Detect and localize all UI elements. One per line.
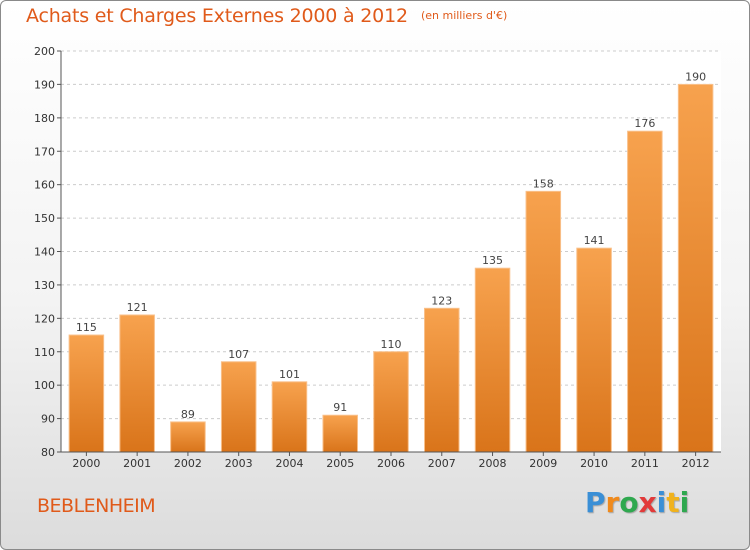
x-tick-label: 2011: [631, 457, 659, 470]
bar-value-label: 176: [634, 117, 655, 130]
y-tick-label: 180: [34, 112, 55, 125]
bar-value-label: 141: [584, 234, 605, 247]
axis-layer: 80 90 100 110 120 130 140 150 160 170 180 190 200 200…: [34, 45, 721, 470]
bar-value-label: 123: [431, 294, 452, 307]
logo-letter: t: [666, 486, 680, 519]
bar-value-label: 89: [181, 408, 195, 421]
logo-letter: x: [638, 486, 657, 519]
logo-letter: P: [585, 486, 606, 519]
bar: [170, 421, 206, 453]
bar-value-label: 101: [279, 368, 300, 381]
commune-name: BEBLENHEIM: [37, 495, 156, 517]
x-tick-label: 2002: [174, 457, 202, 470]
y-tick-label: 190: [34, 78, 55, 91]
x-tick-label: 2009: [529, 457, 557, 470]
bars-layer: 115 121 89 107 101 91 110 123 135 158 141 176 190: [68, 70, 714, 453]
x-tick-label: 2005: [326, 457, 354, 470]
x-tick-label: 2004: [275, 457, 303, 470]
y-tick-label: 160: [34, 179, 55, 192]
y-tick-label: 150: [34, 212, 55, 225]
bar: [525, 190, 562, 453]
x-tick-label: 2003: [225, 457, 253, 470]
bar: [677, 83, 714, 453]
bar: [576, 247, 612, 453]
bar-value-label: 107: [228, 348, 249, 361]
bar: [424, 307, 460, 453]
bar: [322, 414, 358, 453]
bar: [373, 351, 409, 453]
x-tick-label: 2008: [479, 457, 507, 470]
logo-letter: i: [679, 486, 690, 519]
x-tick-label: 2012: [682, 457, 710, 470]
x-tick-label: 2007: [428, 457, 456, 470]
bar: [119, 314, 155, 453]
bar-value-label: 91: [333, 401, 347, 414]
y-tick-label: 100: [34, 379, 55, 392]
bar-value-label: 190: [685, 70, 706, 83]
bar: [68, 334, 105, 453]
y-tick-label: 140: [34, 246, 55, 259]
y-tick-label: 200: [34, 45, 55, 58]
x-tick-label: 2010: [580, 457, 608, 470]
proxiti-logo[interactable]: Proxiti: [585, 486, 689, 519]
bar: [220, 361, 257, 453]
y-tick-label: 90: [41, 413, 55, 426]
bar-value-label: 135: [482, 254, 503, 267]
y-tick-label: 80: [41, 446, 55, 459]
chart-title: Achats et Charges Externes 2000 à 2012: [26, 5, 408, 27]
y-tick-label: 120: [34, 312, 55, 325]
y-tick-label: 130: [34, 279, 55, 292]
logo-letter: o: [619, 486, 639, 519]
bar-value-label: 110: [381, 338, 402, 351]
y-tick-label: 110: [34, 346, 55, 359]
bar-value-label: 158: [533, 177, 554, 190]
x-tick-label: 2006: [377, 457, 405, 470]
logo-letter: r: [605, 486, 620, 519]
bar-value-label: 115: [76, 321, 97, 334]
bar: [627, 130, 663, 453]
chart-subtitle: (en milliers d'€): [420, 9, 508, 22]
bar: [474, 267, 511, 453]
bar: [271, 381, 308, 453]
x-tick-label: 2000: [72, 457, 100, 470]
logo-letter: i: [656, 486, 667, 519]
bar-value-label: 121: [127, 301, 148, 314]
y-tick-label: 170: [34, 145, 55, 158]
title-row: Achats et Charges Externes 2000 à 2012 (…: [26, 5, 507, 27]
x-tick-label: 2001: [123, 457, 151, 470]
